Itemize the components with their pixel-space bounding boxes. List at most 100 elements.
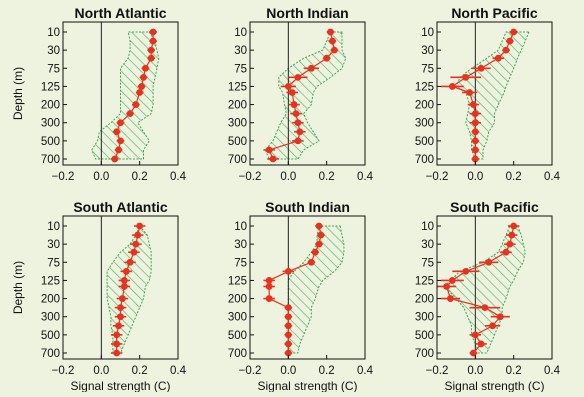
y-tick-label: 30 (421, 45, 434, 57)
data-point (265, 295, 273, 302)
plot-frame (436, 215, 553, 360)
x-tick-label: 0.2 (319, 171, 335, 183)
data-point (329, 37, 336, 45)
data-point (447, 295, 454, 302)
data-point (132, 101, 140, 108)
data-point (315, 222, 323, 230)
data-point (117, 313, 124, 321)
data-point (470, 101, 477, 108)
y-tick-label: 500 (41, 136, 60, 148)
y-tick-label: 700 (415, 348, 434, 360)
data-point (307, 258, 315, 266)
y-tick-label: 300 (228, 312, 247, 324)
panel-title: North Pacific (451, 5, 538, 21)
data-point (307, 64, 315, 72)
data-point (485, 258, 493, 266)
panel-title: South Indian (265, 199, 350, 215)
y-tick-label: 200 (228, 100, 247, 112)
y-tick-label: 10 (421, 27, 434, 39)
data-point (510, 28, 518, 36)
data-point (284, 349, 292, 357)
data-point (147, 54, 155, 62)
data-point (477, 340, 485, 348)
data-point (311, 248, 319, 256)
data-point (269, 155, 277, 163)
data-point (115, 146, 122, 154)
data-point (317, 231, 325, 239)
uncertainty-band (455, 31, 530, 160)
x-tick-label: −0.2 (239, 365, 262, 377)
data-point (471, 155, 479, 163)
data-point (443, 283, 450, 290)
data-point (265, 283, 273, 290)
data-point (462, 267, 470, 275)
data-point (477, 64, 485, 72)
x-tick-label: −0.2 (52, 171, 75, 183)
data-point (140, 73, 147, 81)
x-tick-label: 0.0 (467, 171, 483, 183)
y-tick-label: 200 (415, 100, 434, 112)
y-tick-label: 700 (415, 154, 434, 166)
data-point (502, 46, 510, 54)
data-point (130, 248, 138, 256)
x-tick-label: 0.2 (319, 365, 335, 377)
y-tick-label: 75 (234, 63, 247, 75)
data-point (284, 313, 292, 321)
data-point (471, 110, 479, 118)
x-tick-label: −0.2 (426, 365, 449, 377)
x-tick-label: 0.4 (357, 365, 374, 377)
x-tick-label: 0.4 (544, 171, 561, 183)
x-tick-label: 0.4 (170, 171, 187, 183)
data-point (142, 64, 149, 72)
data-point (136, 222, 144, 230)
data-point (126, 258, 134, 266)
y-tick-label: 125 (228, 81, 247, 93)
x-tick-label: 0.2 (132, 171, 148, 183)
y-tick-label: 300 (41, 118, 60, 130)
data-point (448, 83, 456, 90)
data-point (265, 146, 273, 154)
x-axis-label: Signal strength (C) (70, 379, 170, 392)
data-point (315, 240, 323, 248)
y-tick-label: 300 (41, 312, 60, 324)
panel-title: South Atlantic (73, 199, 168, 215)
data-point (149, 28, 157, 36)
data-point (115, 322, 122, 330)
x-tick-label: 0.0 (467, 365, 483, 377)
panel-north-atlantic: North Atlantic 10 30 75 125 200 300 500 700 −0.2 0… (11, 5, 187, 183)
data-point (296, 128, 304, 136)
data-point (132, 240, 140, 248)
y-tick-label: 200 (228, 294, 247, 306)
x-tick-label: 0.2 (506, 365, 522, 377)
y-tick-label: 500 (415, 330, 434, 342)
data-point (294, 137, 302, 145)
panel-north-indian: North Indian 10 30 75 125 200 300 500 700 −0.2 0.0… (228, 5, 374, 183)
x-tick-label: −0.2 (426, 171, 449, 183)
data-point (502, 248, 510, 256)
data-point (120, 283, 128, 290)
data-point (117, 119, 124, 127)
y-tick-label: 700 (41, 154, 60, 166)
x-tick-label: −0.2 (52, 365, 75, 377)
x-tick-label: 0.4 (170, 365, 187, 377)
panel-south-indian: South Indian 10 30 75 125 200 300 500 700 −0.2 0.0… (228, 199, 374, 393)
y-tick-label: 300 (228, 118, 247, 130)
panel-title: North Indian (266, 5, 348, 21)
x-tick-label: 0.4 (357, 171, 374, 183)
data-point (294, 119, 302, 127)
plot-frame (249, 215, 366, 360)
y-tick-label: 500 (415, 136, 434, 148)
data-point (284, 83, 292, 90)
data-point (284, 304, 292, 312)
y-tick-label: 125 (415, 275, 434, 287)
data-point (113, 349, 121, 357)
data-point (496, 313, 504, 321)
y-tick-label: 75 (47, 257, 60, 269)
x-tick-label: 0.0 (93, 365, 109, 377)
x-axis-label: Signal strength (C) (257, 379, 357, 392)
data-point (470, 349, 477, 357)
data-point (466, 89, 473, 96)
x-tick-label: 0.4 (544, 365, 561, 377)
plot-frame (62, 215, 179, 360)
y-tick-label: 700 (41, 348, 60, 360)
